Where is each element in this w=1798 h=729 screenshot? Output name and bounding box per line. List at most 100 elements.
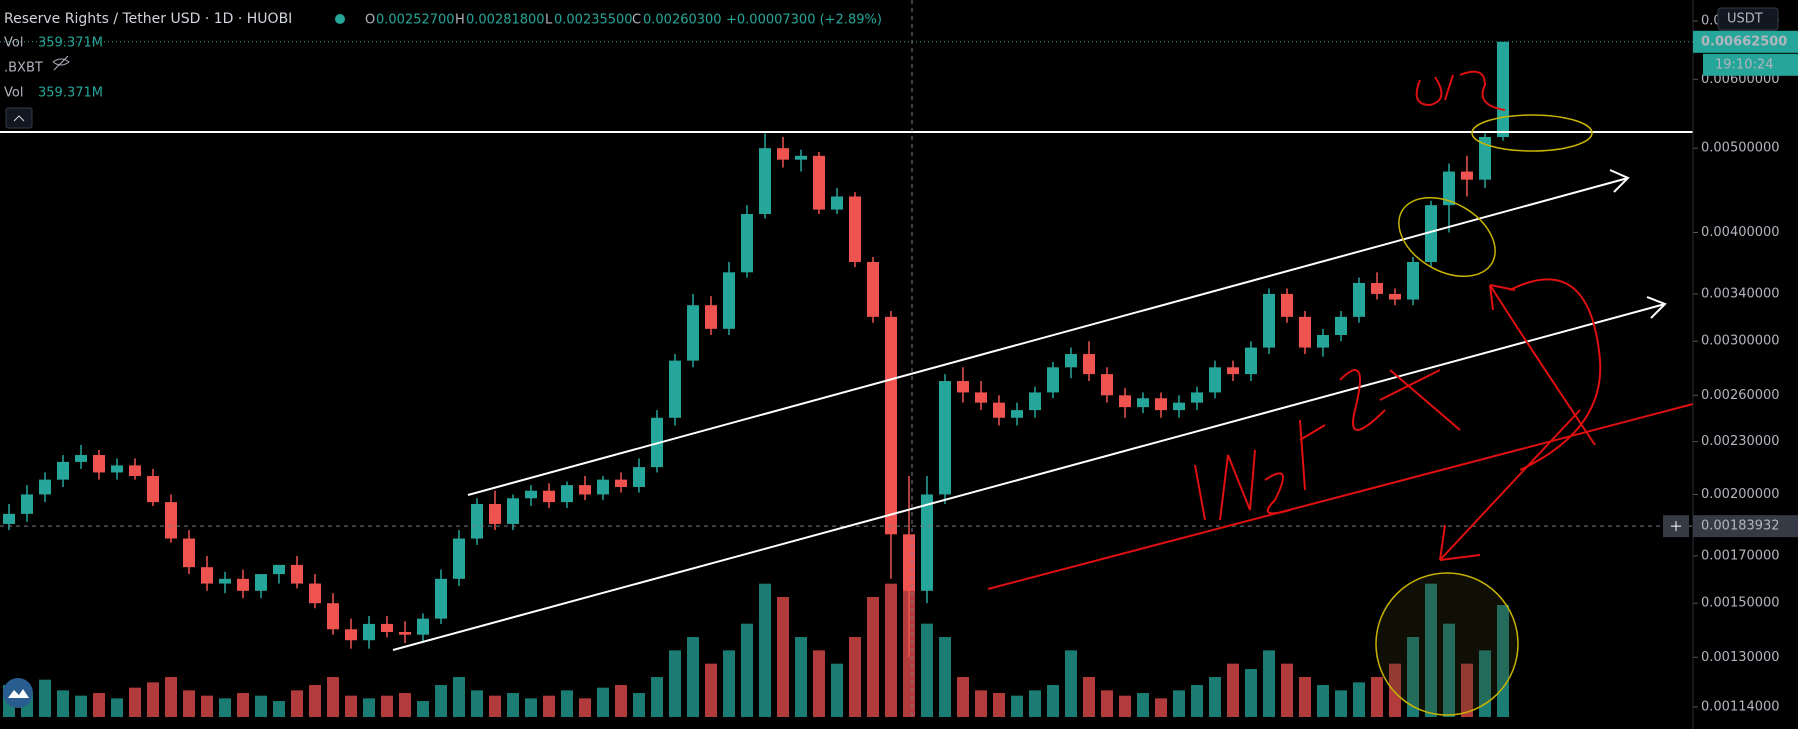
volume-bar [561,690,573,717]
volume-bar [597,687,609,717]
volume-bar [939,637,951,717]
candle-body [291,564,303,584]
volume-bar [867,597,879,717]
candle-body [705,305,717,329]
candle-body [1497,41,1509,137]
candle-body [759,148,771,215]
candle-body [93,455,105,473]
volume-bar [363,698,375,717]
candle-body [345,629,357,641]
candle-body [309,583,321,604]
volume-bar [1335,690,1347,717]
arrow-drawn [1489,284,1596,446]
y-tick-label: 0.00230000 [1701,434,1780,449]
logo[interactable] [3,678,33,708]
candle-body [1137,398,1149,408]
volume-bar [993,693,1005,717]
candle-body [669,360,681,418]
candle-body [165,502,177,539]
candle-body [723,272,735,329]
volume-bar [183,690,195,717]
volume-bar [93,693,105,717]
candle-body [219,578,231,584]
hidden-icon[interactable] [52,55,70,71]
volume-bar [795,637,807,717]
volume-bar [1011,695,1023,717]
last-price-label: 0.00662500 [1701,34,1787,49]
volume-bar [1137,693,1149,717]
volume-bar [975,690,987,717]
y-tick-label: 0.00150000 [1701,596,1780,611]
volume-bar [921,623,933,717]
volume-bar [669,650,681,717]
candle-body [57,461,69,480]
candle-body [543,490,555,503]
volume-bar [309,685,321,717]
candle-body [1065,354,1077,368]
candle-body [1227,367,1239,375]
volume-bar [1029,690,1041,717]
candle-body [615,479,627,487]
candle-body [1011,410,1023,418]
volume-bar [111,698,123,717]
candle-body [849,196,861,262]
candle-body [1101,374,1113,396]
symbol-title: Reserve Rights / Tether USD · 1D · HUOBI [4,11,292,27]
candle-body [1407,261,1419,300]
volume-bar [543,695,555,717]
y-tick-label: 0.00170000 [1701,548,1780,563]
volume-bar [453,677,465,717]
y-tick-label: 0.00500000 [1701,141,1780,156]
volume-bar [849,637,861,717]
y-tick-label: 0.00200000 [1701,487,1780,502]
indicator-name: Vol [4,86,23,101]
volume-bar [417,701,429,717]
last-price-badge [1693,30,1798,53]
candle-body [39,479,51,495]
volume-bar [1497,605,1509,717]
indicator-name: Vol [4,36,23,51]
volume-bar [39,679,51,717]
candle-body [183,538,195,568]
volume-bar [705,663,717,717]
volume-bar [165,677,177,717]
volume-bar [399,693,411,717]
volume-bar [237,693,249,717]
volume-bar [1461,663,1473,717]
volume-bar [1389,663,1401,717]
volume-bar [651,677,663,717]
candle-body [579,485,591,495]
volume-bar [1119,695,1131,717]
volume-bar [489,695,501,717]
volume-bar [741,623,753,717]
candle-body [1461,171,1473,180]
collapse-button[interactable] [5,107,33,129]
candle-body [741,214,753,273]
candle-body [111,465,123,473]
candle-body [1335,316,1347,335]
unit-badge [1717,7,1779,31]
countdown-label: 19:10:24 [1715,57,1773,72]
indicator-name: .BXBT [4,61,43,76]
handwriting [1415,70,1506,111]
channel-lower [392,303,1666,651]
ohlc-label: O [365,13,375,28]
y-tick-label: 0.00300000 [1701,334,1780,349]
candle-body [255,574,267,591]
volume-bar [1245,669,1257,717]
candle-body [1155,398,1167,411]
candle-body [21,494,33,514]
candle-body [1425,205,1437,262]
price-axis-labels: 0.00114000 0.00130000 0.00150000 0.00170000… [1663,7,1798,714]
arrow-head [1646,296,1667,319]
candle-body [1389,293,1401,300]
volume-bar [147,682,159,717]
candle-body [1479,136,1491,180]
volume-bar [1371,677,1383,717]
volume-bar [291,690,303,717]
volume-bar [1407,637,1419,717]
candle-body [75,455,87,462]
volume-bar [813,650,825,717]
volume-bar [1227,663,1239,717]
